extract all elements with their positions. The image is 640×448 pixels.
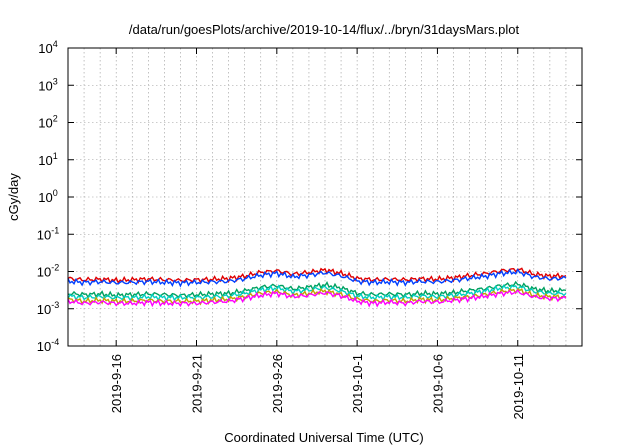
series-line xyxy=(67,287,566,306)
y-tick-label: 103 xyxy=(38,76,57,93)
chart-title: /data/run/goesPlots/archive/2019-10-14/f… xyxy=(129,22,520,37)
series-group xyxy=(67,267,567,308)
y-tick-label: 104 xyxy=(38,39,57,56)
x-axis: 2019-9-16 2019-9-21 2019-9-26 2019-10-1 2019… xyxy=(109,48,526,420)
series-line xyxy=(67,268,567,288)
series-line xyxy=(67,284,567,303)
y-tick-label: 10-1 xyxy=(37,225,59,242)
x-tick-label: 2019-9-16 xyxy=(109,354,124,413)
x-tick-label: 2019-9-21 xyxy=(190,354,205,413)
x-tick-label: 2019-10-1 xyxy=(350,354,365,413)
y-tick-label: 10-3 xyxy=(37,300,59,317)
x-tick-label: 2019-10-11 xyxy=(511,354,526,420)
y-axis: 10-4 10-3 10-2 10-1 100 101 102 103 104 xyxy=(37,39,582,354)
series-line xyxy=(67,280,567,300)
y-tick-label: 10-4 xyxy=(37,337,59,354)
y-axis-label: cGy/day xyxy=(6,173,21,221)
y-tick-label: 102 xyxy=(38,114,57,131)
y-tick-label: 101 xyxy=(38,151,57,168)
y-tick-label: 10-2 xyxy=(37,263,59,280)
series-line xyxy=(67,267,567,285)
x-axis-label: Coordinated Universal Time (UTC) xyxy=(224,430,423,445)
x-tick-label: 2019-10-6 xyxy=(430,354,445,413)
series-line xyxy=(67,289,567,308)
x-tick-label: 2019-9-26 xyxy=(270,354,285,413)
y-tick-label: 100 xyxy=(38,188,57,205)
